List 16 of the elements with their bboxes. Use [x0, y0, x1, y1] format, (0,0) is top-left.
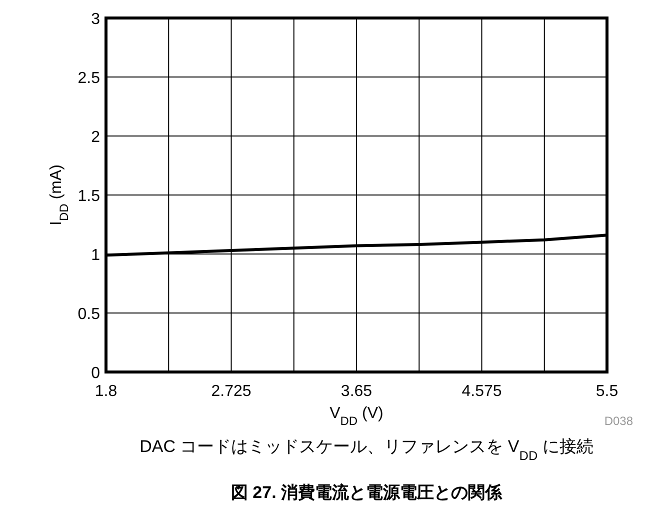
x-tick-label: 4.575 [462, 383, 502, 400]
x-axis-title: V$_{DD}$ (V) [330, 405, 384, 428]
y-tick-label: 0 [91, 365, 100, 382]
text: D038 [604, 414, 634, 428]
y-tick-label: 0.5 [78, 306, 100, 323]
x-tick-label: 2.725 [211, 383, 252, 400]
text: DAC コードはミッドスケール、リファレンスを V$_{DD}$ に接続 [140, 437, 594, 462]
y-tick-label: 1 [91, 247, 100, 264]
x-tick-label: 5.5 [596, 383, 618, 400]
y-tick-label: 1.5 [78, 188, 100, 205]
y-tick-label: 2 [91, 129, 100, 146]
y-tick-label: 2.5 [78, 70, 100, 87]
y-tick-label: 3 [91, 11, 100, 28]
x-tick-label: 3.65 [340, 383, 372, 400]
x-tick-label: 1.8 [94, 383, 118, 400]
text: 図 27. 消費電流と電源電圧との関係 [230, 483, 504, 502]
